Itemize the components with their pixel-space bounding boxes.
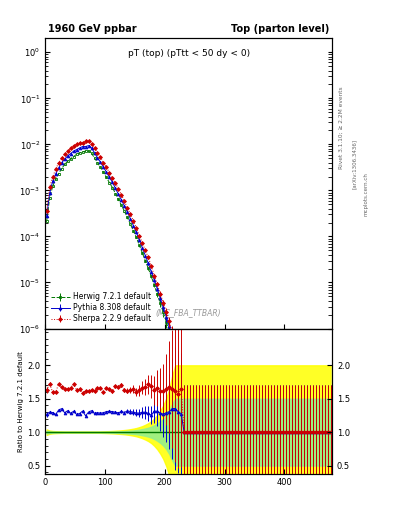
Text: 1960 GeV ppbar: 1960 GeV ppbar <box>48 24 137 34</box>
Text: [arXiv:1306.3436]: [arXiv:1306.3436] <box>352 139 357 189</box>
Text: pT (top) (pTtt < 50 dy < 0): pT (top) (pTtt < 50 dy < 0) <box>128 49 250 57</box>
Text: Rivet 3.1.10; ≥ 2.2M events: Rivet 3.1.10; ≥ 2.2M events <box>339 87 344 169</box>
Text: mcplots.cern.ch: mcplots.cern.ch <box>364 173 369 217</box>
Legend: Herwig 7.2.1 default, Pythia 8.308 default, Sherpa 2.2.9 default: Herwig 7.2.1 default, Pythia 8.308 defau… <box>49 291 152 325</box>
Y-axis label: Ratio to Herwig 7.2.1 default: Ratio to Herwig 7.2.1 default <box>18 351 24 452</box>
Text: Top (parton level): Top (parton level) <box>231 24 329 34</box>
Text: (MC_FBA_TTBAR): (MC_FBA_TTBAR) <box>156 308 221 317</box>
